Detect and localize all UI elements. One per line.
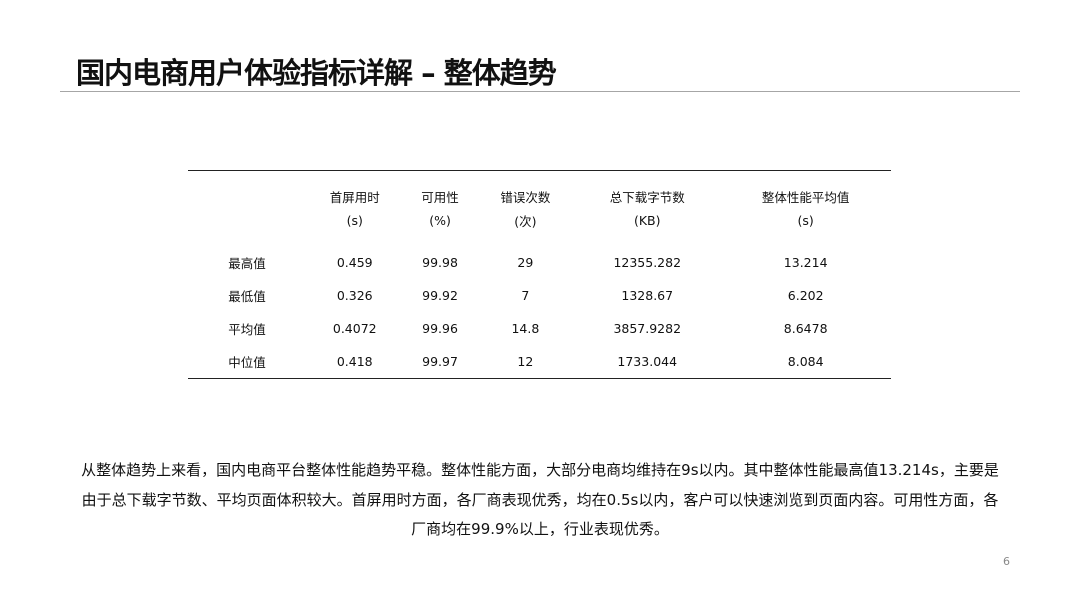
page-title: 国内电商用户体验指标详解 – 整体趋势 (76, 56, 557, 90)
table-cell: 29 (517, 255, 534, 270)
table-unit-row: (s) (%) (次) (KB) (s) (188, 208, 891, 246)
table-cell: 99.92 (422, 288, 458, 303)
header-name: 首屏用时 (329, 189, 380, 205)
page-number: 6 (1003, 555, 1010, 568)
header-name: 错误次数 (500, 189, 551, 205)
table-cell: 0.418 (336, 354, 373, 369)
table-cell: 1328.67 (621, 288, 674, 303)
table-cell: 3857.9282 (613, 321, 682, 336)
header-name: 总下载字节数 (609, 189, 685, 205)
header-name: 整体性能平均值 (761, 189, 850, 205)
table-cell: 6.202 (787, 288, 824, 303)
summary-line: 厂商均在99.9%以上，行业表现优秀。 (411, 520, 669, 538)
table-row: 最高值 0.459 99.98 29 12355.282 13.214 (188, 246, 891, 279)
header-unit: (KB) (633, 212, 661, 228)
header-unit: (s) (797, 212, 814, 228)
table-row: 最低值 0.326 99.92 7 1328.67 6.202 (188, 279, 891, 312)
header-unit: (s) (346, 212, 363, 228)
summary-text: 从整体趋势上来看，国内电商平台整体性能趋势平稳。整体性能方面，大部分电商均维持在… (60, 456, 1020, 545)
header-name (188, 171, 306, 209)
table-cell: 8.6478 (783, 321, 828, 336)
header-unit: (%) (429, 212, 451, 228)
header-unit (188, 208, 306, 246)
table-cell: 0.4072 (332, 321, 377, 336)
table-cell: 8.084 (787, 354, 824, 369)
table-cell: 13.214 (783, 255, 828, 270)
table-cell: 99.96 (422, 321, 458, 336)
row-label: 平均值 (228, 322, 266, 337)
table-cell: 7 (521, 288, 530, 303)
table-cell: 99.98 (422, 255, 458, 270)
table-cell: 1733.044 (617, 354, 678, 369)
summary-line: 由于总下载字节数、平均页面体积较大。首屏用时方面，各厂商表现优秀，均在0.5s以… (81, 490, 999, 509)
table-cell: 12355.282 (613, 255, 682, 270)
table-cell: 14.8 (511, 321, 540, 336)
table-header-row: 首屏用时 可用性 错误次数 总下载字节数 整体性能平均值 (188, 171, 891, 209)
metrics-table: 首屏用时 可用性 错误次数 总下载字节数 整体性能平均值 (s) (%) (次)… (188, 170, 891, 379)
summary-line: 从整体趋势上来看，国内电商平台整体性能趋势平稳。整体性能方面，大部分电商均维持在… (81, 461, 999, 479)
table-cell: 12 (517, 354, 534, 369)
title-divider (60, 91, 1020, 92)
table-cell: 0.326 (336, 288, 373, 303)
table-cell: 99.97 (422, 354, 458, 369)
header-unit: (次) (514, 213, 537, 229)
table-row: 平均值 0.4072 99.96 14.8 3857.9282 8.6478 (188, 312, 891, 345)
header-name: 可用性 (421, 189, 459, 205)
row-label: 中位值 (228, 355, 266, 370)
table-row: 中位值 0.418 99.97 12 1733.044 8.084 (188, 345, 891, 379)
table-cell: 0.459 (336, 255, 373, 270)
row-label: 最低值 (228, 289, 266, 304)
row-label: 最高值 (228, 256, 266, 271)
